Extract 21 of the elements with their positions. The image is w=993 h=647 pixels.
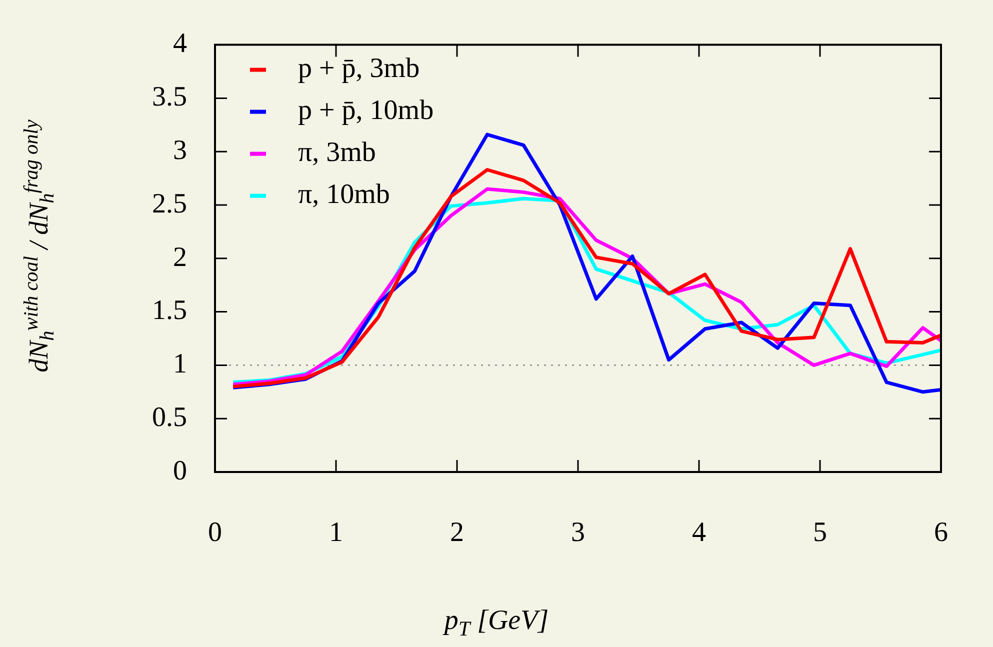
x-tick-label: 3 [571,517,585,548]
x-tick-label: 2 [450,517,464,548]
x-tick-label: 5 [813,517,827,548]
y-tick-label: 4 [173,28,187,60]
y-tick-label: 2.5 [152,188,187,220]
x-tick-label: 1 [329,517,343,548]
legend-label: p + p̄, 10mb [298,95,434,126]
legend-label: π, 10mb [298,179,390,210]
x-axis-title: p$_{T}$ [GeV] [442,605,550,642]
x-tick-label: 6 [934,517,948,548]
y-tick-label: 0 [173,455,187,486]
y-tick-label: 3 [173,134,187,166]
x-tick-label: 0 [208,517,222,548]
x-tick-label: 4 [692,517,706,548]
y-tick-label: 0.5 [152,402,187,433]
y-tick-label: 3.5 [152,82,187,113]
y-tick-label: 1.5 [152,295,187,326]
y-tick-label: 1 [173,348,187,380]
y-tick-label: 2 [173,242,187,273]
legend-label: π, 3mb [298,137,376,168]
legend-label: p + p̄, 3mb [298,53,420,84]
